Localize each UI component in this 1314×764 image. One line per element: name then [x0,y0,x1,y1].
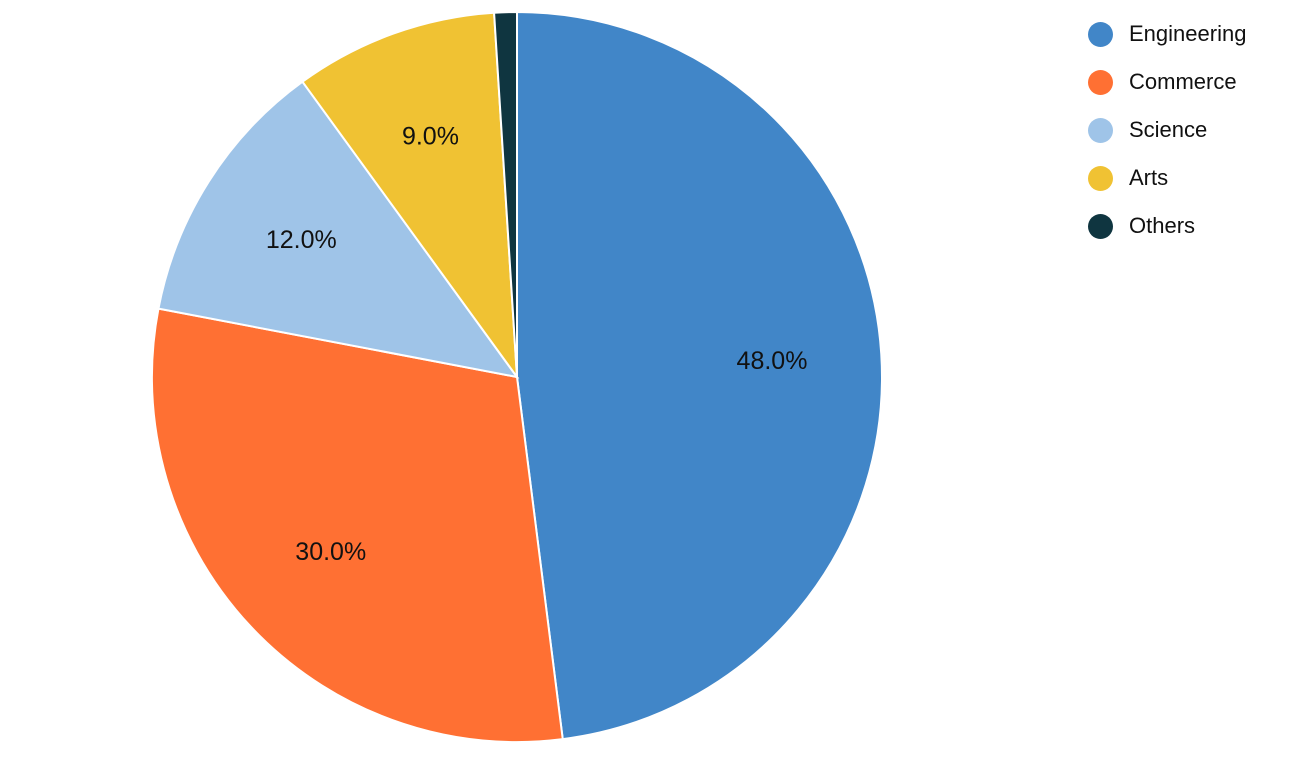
slice-label-arts: 9.0% [402,123,459,151]
legend-swatch-others [1088,213,1113,239]
pie-slice-labels: 48.0% 30.0% 12.0% 9.0% [266,123,808,566]
pie-slice-arts [301,11,519,381]
legend-label-engineering: Engineering [1129,21,1247,46]
legend-swatch-commerce [1088,69,1113,95]
pie-slice-others [493,10,518,378]
pie-slice-engineering [516,10,883,741]
pie-slice-science [157,80,520,379]
legend-label-commerce: Commerce [1129,69,1237,94]
slice-label-engineering: 48.0% [737,347,808,375]
legend-item-others: Others [1088,202,1246,250]
legend-item-engineering: Engineering [1088,10,1246,58]
legend-item-commerce: Commerce [1088,58,1246,106]
legend-swatch-engineering [1088,21,1113,47]
slice-label-commerce: 30.0% [295,538,366,566]
legend-label-others: Others [1129,213,1196,238]
legend-item-arts: Arts [1088,154,1246,202]
pie-slices [151,10,883,743]
slice-label-science: 12.0% [266,226,337,254]
legend-label-science: Science [1129,117,1208,142]
legend-item-science: Science [1088,106,1246,154]
legend-swatch-arts [1088,165,1113,191]
pie-slice-commerce [151,307,564,743]
legend-swatch-science [1088,117,1113,143]
chart-legend: Engineering Commerce Science Arts Others [1088,10,1246,250]
legend-label-arts: Arts [1129,165,1169,190]
